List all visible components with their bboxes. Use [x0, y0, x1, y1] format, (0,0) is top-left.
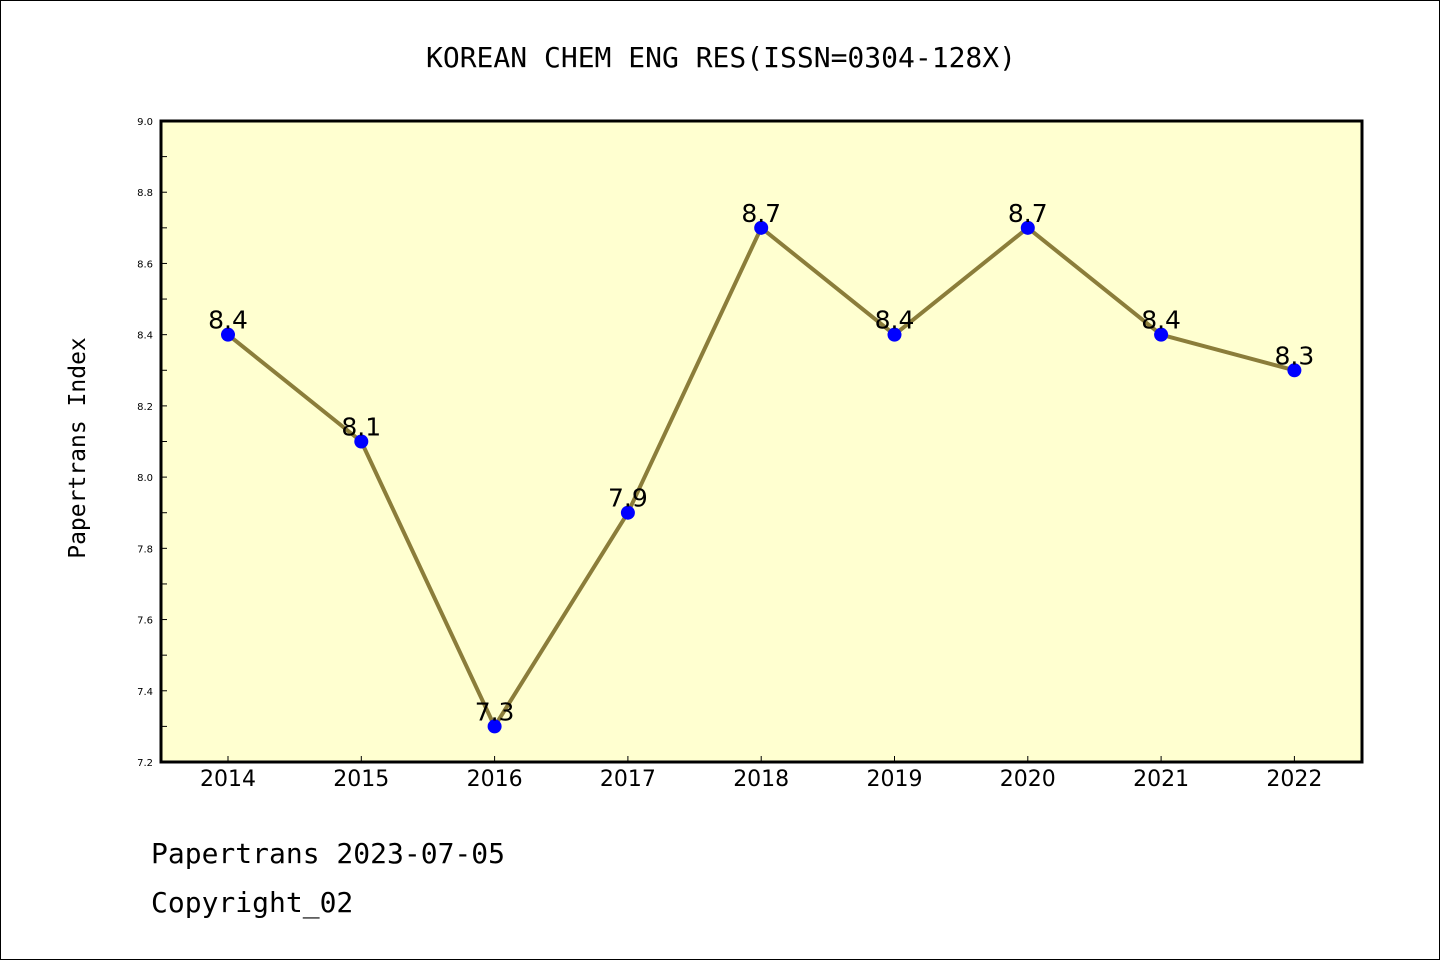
data-label: 7.9	[608, 484, 648, 513]
data-label: 8.4	[1141, 306, 1181, 335]
data-label: 8.1	[341, 413, 381, 442]
y-tick-label: 9.0	[137, 117, 153, 128]
x-tick-label: 2020	[1000, 767, 1056, 792]
data-point	[1020, 220, 1035, 235]
x-tick-label: 2021	[1133, 767, 1189, 792]
plot-border	[159, 119, 1364, 764]
data-label: 8.7	[741, 199, 781, 228]
y-tick-label: 7.6	[137, 616, 153, 627]
x-tick-label: 2018	[733, 767, 789, 792]
data-label: 7.3	[475, 697, 515, 726]
footer-source: Papertrans 2023-07-05	[151, 837, 506, 870]
y-tick-label: 7.2	[137, 758, 153, 769]
footer-copyright: Copyright_02	[151, 886, 354, 919]
x-tick-label: 2017	[600, 767, 656, 792]
data-label: 8.3	[1275, 341, 1315, 370]
y-tick-label: 8.8	[137, 188, 153, 199]
x-tick-label: 2014	[200, 767, 256, 792]
chart-title: KOREAN CHEM ENG RES(ISSN=0304-128X)	[426, 41, 1016, 74]
data-point	[1154, 327, 1169, 342]
data-point	[354, 434, 369, 449]
x-tick-label: 2022	[1266, 767, 1322, 792]
data-point	[754, 220, 769, 235]
y-tick-label: 7.4	[137, 687, 153, 698]
data-point	[1287, 363, 1302, 378]
y-tick-label: 7.8	[137, 544, 153, 555]
data-point	[221, 327, 235, 342]
y-tick-label: 8.2	[137, 402, 153, 413]
y-tick-label: 8.6	[137, 259, 153, 270]
data-point	[887, 327, 902, 342]
y-tick-label: 8.0	[137, 473, 153, 484]
data-label: 8.4	[875, 306, 915, 335]
x-tick-label: 2016	[467, 767, 523, 792]
x-tick-label: 2015	[333, 767, 389, 792]
y-tick-label: 8.4	[137, 331, 153, 342]
data-point	[487, 719, 502, 734]
x-tick-label: 2019	[867, 767, 923, 792]
data-point	[620, 505, 635, 520]
data-label: 8.4	[208, 306, 248, 335]
data-label: 8.7	[1008, 199, 1048, 228]
y-axis-label: Papertrans Index	[65, 337, 91, 559]
